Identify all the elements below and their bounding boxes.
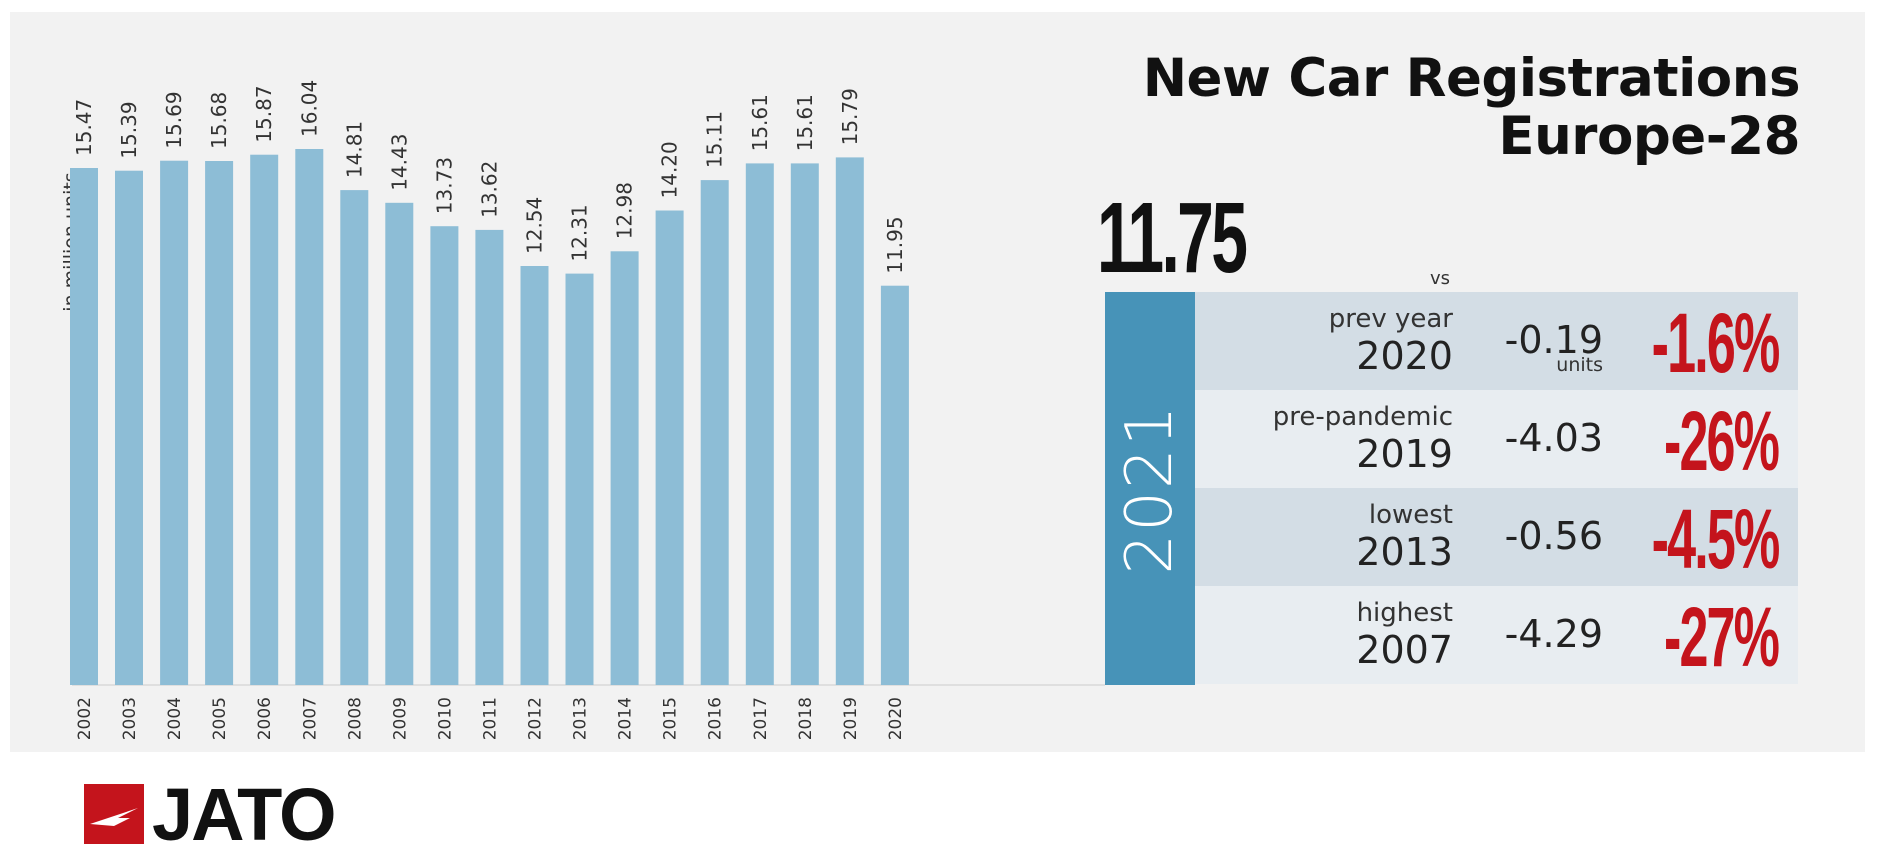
tick-label-2007: 2007 (300, 697, 320, 740)
bar-2016 (700, 180, 729, 685)
bar-2015 (655, 210, 684, 685)
value-label-2017: 15.61 (748, 94, 772, 151)
bar-2007 (295, 149, 324, 685)
tick-label-2005: 2005 (210, 697, 230, 740)
value-label-2012: 12.54 (523, 197, 547, 254)
value-label-2018: 15.61 (793, 94, 817, 151)
chart-title: New Car Registrations Europe-28 (1142, 48, 1801, 167)
comparison-row-lowest: lowest 2013 -0.56 -4.5% (1195, 488, 1798, 586)
tick-label-2008: 2008 (345, 697, 365, 740)
tick-label-2018: 2018 (796, 697, 816, 740)
comparison-units: units (1556, 354, 1603, 376)
comparison-year: 2020 (1356, 334, 1453, 378)
tick-label-2004: 2004 (165, 697, 185, 740)
comparison-label: prev year (1328, 304, 1453, 334)
bar-2018 (790, 163, 819, 685)
highlight-year-label: 2021 (1105, 292, 1195, 685)
title-line-2: Europe-28 (1498, 106, 1800, 167)
tick-label-2015: 2015 (661, 697, 681, 740)
comparison-delta: -0.19 (1504, 318, 1603, 362)
bar-2013 (565, 273, 594, 685)
value-label-2011: 13.62 (477, 161, 501, 218)
value-label-2003: 15.39 (117, 101, 141, 158)
tick-label-2013: 2013 (571, 697, 591, 740)
value-label-2015: 14.20 (658, 141, 682, 198)
highlight-bar-2021 (1105, 292, 1195, 685)
tick-label-2012: 2012 (526, 697, 546, 740)
bar-2005 (205, 161, 234, 685)
value-label-2014: 12.98 (613, 182, 637, 239)
value-label-2019: 15.79 (838, 88, 862, 145)
comparison-row-highest: highest 2007 -4.29 -27% (1195, 586, 1798, 684)
comparison-delta: -4.03 (1504, 416, 1603, 460)
comparison-percent: -1.6% (1651, 296, 1780, 390)
tick-label-2014: 2014 (616, 697, 636, 740)
highlight-value-label: 11.75 (1097, 182, 1248, 294)
comparison-row-pre-pandemic: pre-pandemic 2019 -4.03 -26% (1195, 390, 1798, 488)
tick-label-2010: 2010 (435, 697, 455, 740)
bar-2002 (70, 168, 98, 685)
bar-2003 (115, 170, 143, 685)
value-label-2016: 15.11 (703, 111, 727, 168)
bar-2004 (160, 160, 189, 685)
tick-label-2017: 2017 (751, 697, 771, 740)
tick-label-2003: 2003 (120, 697, 140, 740)
title-line-1: New Car Registrations (1142, 48, 1801, 109)
tick-label-2009: 2009 (390, 697, 410, 740)
comparison-row-prev-year: prev year 2020 -0.19 units -1.6% (1195, 292, 1798, 390)
value-label-2006: 15.87 (252, 85, 276, 142)
tick-label-2006: 2006 (255, 697, 275, 740)
comparison-delta: -4.29 (1504, 612, 1603, 656)
bar-2010 (430, 226, 459, 685)
vs-label: vs (1429, 268, 1451, 289)
bar-2017 (745, 163, 774, 685)
value-label-2009: 14.43 (387, 134, 411, 191)
value-label-2005: 15.68 (207, 92, 231, 149)
bar-2011 (475, 229, 504, 685)
bar-2014 (610, 251, 639, 686)
value-label-2004: 15.69 (162, 91, 186, 148)
comparison-year: 2013 (1356, 530, 1453, 574)
value-label-2020: 11.95 (883, 216, 907, 273)
bar-2008 (340, 190, 369, 685)
tick-label-2020: 2020 (886, 697, 906, 740)
tick-label-2011: 2011 (480, 697, 500, 740)
comparison-label: highest (1356, 598, 1453, 628)
bar-2019 (835, 157, 864, 685)
comparison-year: 2019 (1356, 432, 1453, 476)
comparison-delta: -0.56 (1504, 514, 1603, 558)
value-label-2008: 14.81 (342, 121, 366, 178)
tick-label-2016: 2016 (706, 697, 726, 740)
comparison-label: lowest (1368, 500, 1453, 530)
comparison-percent: -26% (1663, 394, 1780, 488)
bar-2020 (880, 285, 909, 685)
bar-2012 (520, 266, 549, 685)
highlight-year-text: 2021 (1113, 403, 1187, 574)
bar-chart: in million units 15.47200215.39200315.69… (60, 80, 1105, 740)
comparison-year: 2007 (1356, 628, 1453, 672)
tick-label-2019: 2019 (841, 697, 861, 740)
jato-logo-icon (84, 784, 144, 844)
comparison-percent: -27% (1663, 590, 1780, 684)
jato-logo-text: JATO (152, 773, 337, 856)
bar-2009 (385, 202, 414, 686)
value-label-2002: 15.47 (72, 99, 96, 156)
value-label-2010: 13.73 (432, 157, 456, 214)
tick-label-2002: 2002 (75, 697, 95, 740)
comparison-percent: -4.5% (1651, 492, 1780, 586)
bar-2006 (250, 154, 279, 685)
value-label-2013: 12.31 (568, 204, 592, 261)
comparison-label: pre-pandemic (1272, 402, 1453, 432)
value-label-2007: 16.04 (297, 80, 321, 137)
